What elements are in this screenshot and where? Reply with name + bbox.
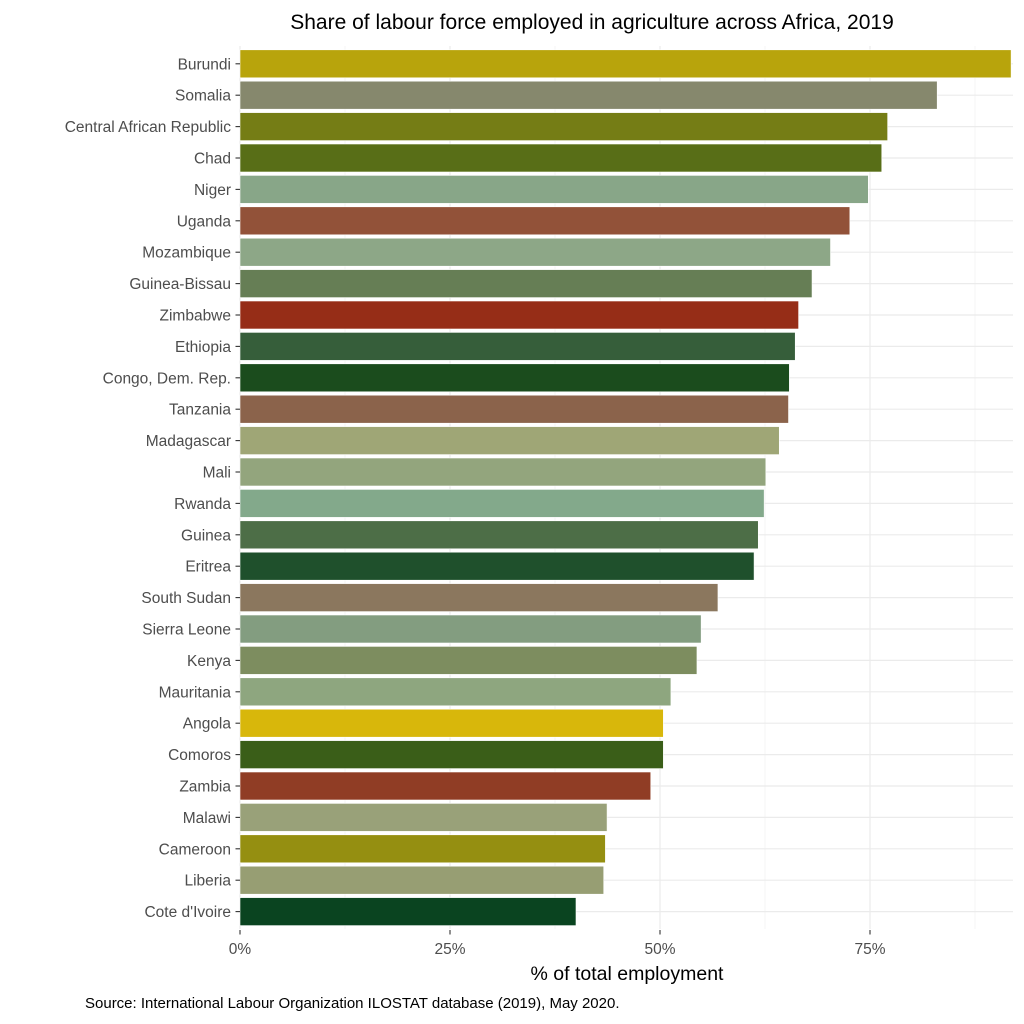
y-tick-label: Guinea-Bissau: [129, 276, 231, 293]
bar: [239, 457, 767, 487]
bar: [239, 740, 664, 769]
y-tick-label: Mali: [203, 465, 231, 482]
x-tick-label: 50%: [644, 941, 675, 958]
bar: [239, 394, 789, 424]
y-tick-label: Mozambique: [142, 245, 231, 262]
y-tick-label: Niger: [194, 182, 231, 199]
y-tick-label: Central African Republic: [65, 119, 232, 136]
y-tick-label: Liberia: [184, 873, 231, 890]
y-tick-label: Comoros: [168, 747, 231, 764]
y-tick-label: Zambia: [179, 779, 231, 796]
y-tick-label: Guinea: [181, 527, 231, 544]
y-tick-label: Zimbabwe: [160, 308, 232, 325]
bar: [239, 363, 790, 393]
bar: [239, 300, 799, 330]
y-tick-label: Eritrea: [185, 559, 231, 576]
y-tick-label: Madagascar: [146, 433, 231, 450]
source-caption: Source: International Labour Organizatio…: [85, 995, 620, 1012]
y-tick-label: Cameroon: [159, 841, 231, 858]
bar: [239, 803, 608, 832]
bar: [239, 206, 851, 236]
y-tick-label: Somalia: [175, 88, 231, 105]
bar: [239, 112, 888, 141]
y-tick-label: Chad: [194, 151, 231, 168]
bar: [239, 143, 883, 173]
chart-title: Share of labour force employed in agricu…: [290, 11, 894, 34]
bar: [239, 489, 765, 518]
y-tick-label: Ethiopia: [175, 339, 231, 356]
bar: [239, 708, 664, 738]
bar: [239, 771, 652, 801]
x-tick-label: 75%: [854, 941, 885, 958]
x-tick-label: 0%: [229, 941, 252, 958]
x-axis: 0% 25% 50% 75%: [229, 930, 886, 958]
bars: [239, 49, 1012, 926]
bar: [239, 583, 719, 612]
y-tick-label: Uganda: [177, 213, 232, 230]
y-tick-label: Cote d'Ivoire: [144, 904, 231, 921]
bar: [239, 834, 606, 864]
y-tick-label: Rwanda: [174, 496, 231, 513]
bar: [239, 897, 577, 926]
bar: [239, 49, 1012, 79]
bar: [239, 551, 755, 581]
bar: [239, 520, 759, 550]
bar: [239, 269, 813, 298]
bar: [239, 237, 831, 267]
bar: [239, 865, 605, 895]
bar: [239, 80, 938, 110]
bar: [239, 614, 702, 644]
bar: [239, 646, 698, 675]
y-tick-label: Burundi: [178, 56, 231, 73]
x-axis-title: % of total employment: [531, 963, 725, 985]
y-axis-labels: Burundi Somalia Central African Republic Ch…: [65, 56, 240, 921]
bar: [239, 677, 672, 707]
bar: [239, 426, 780, 455]
bar: [239, 332, 796, 361]
y-tick-label: Kenya: [187, 653, 231, 670]
x-tick-label: 25%: [434, 941, 465, 958]
y-tick-label: South Sudan: [141, 590, 231, 607]
y-tick-label: Sierra Leone: [142, 622, 231, 639]
y-tick-label: Mauritania: [159, 684, 232, 701]
bar: [239, 175, 869, 204]
y-tick-label: Malawi: [183, 810, 231, 827]
y-tick-label: Tanzania: [169, 402, 231, 419]
y-tick-label: Angola: [183, 716, 232, 733]
y-tick-label: Congo, Dem. Rep.: [103, 370, 231, 387]
